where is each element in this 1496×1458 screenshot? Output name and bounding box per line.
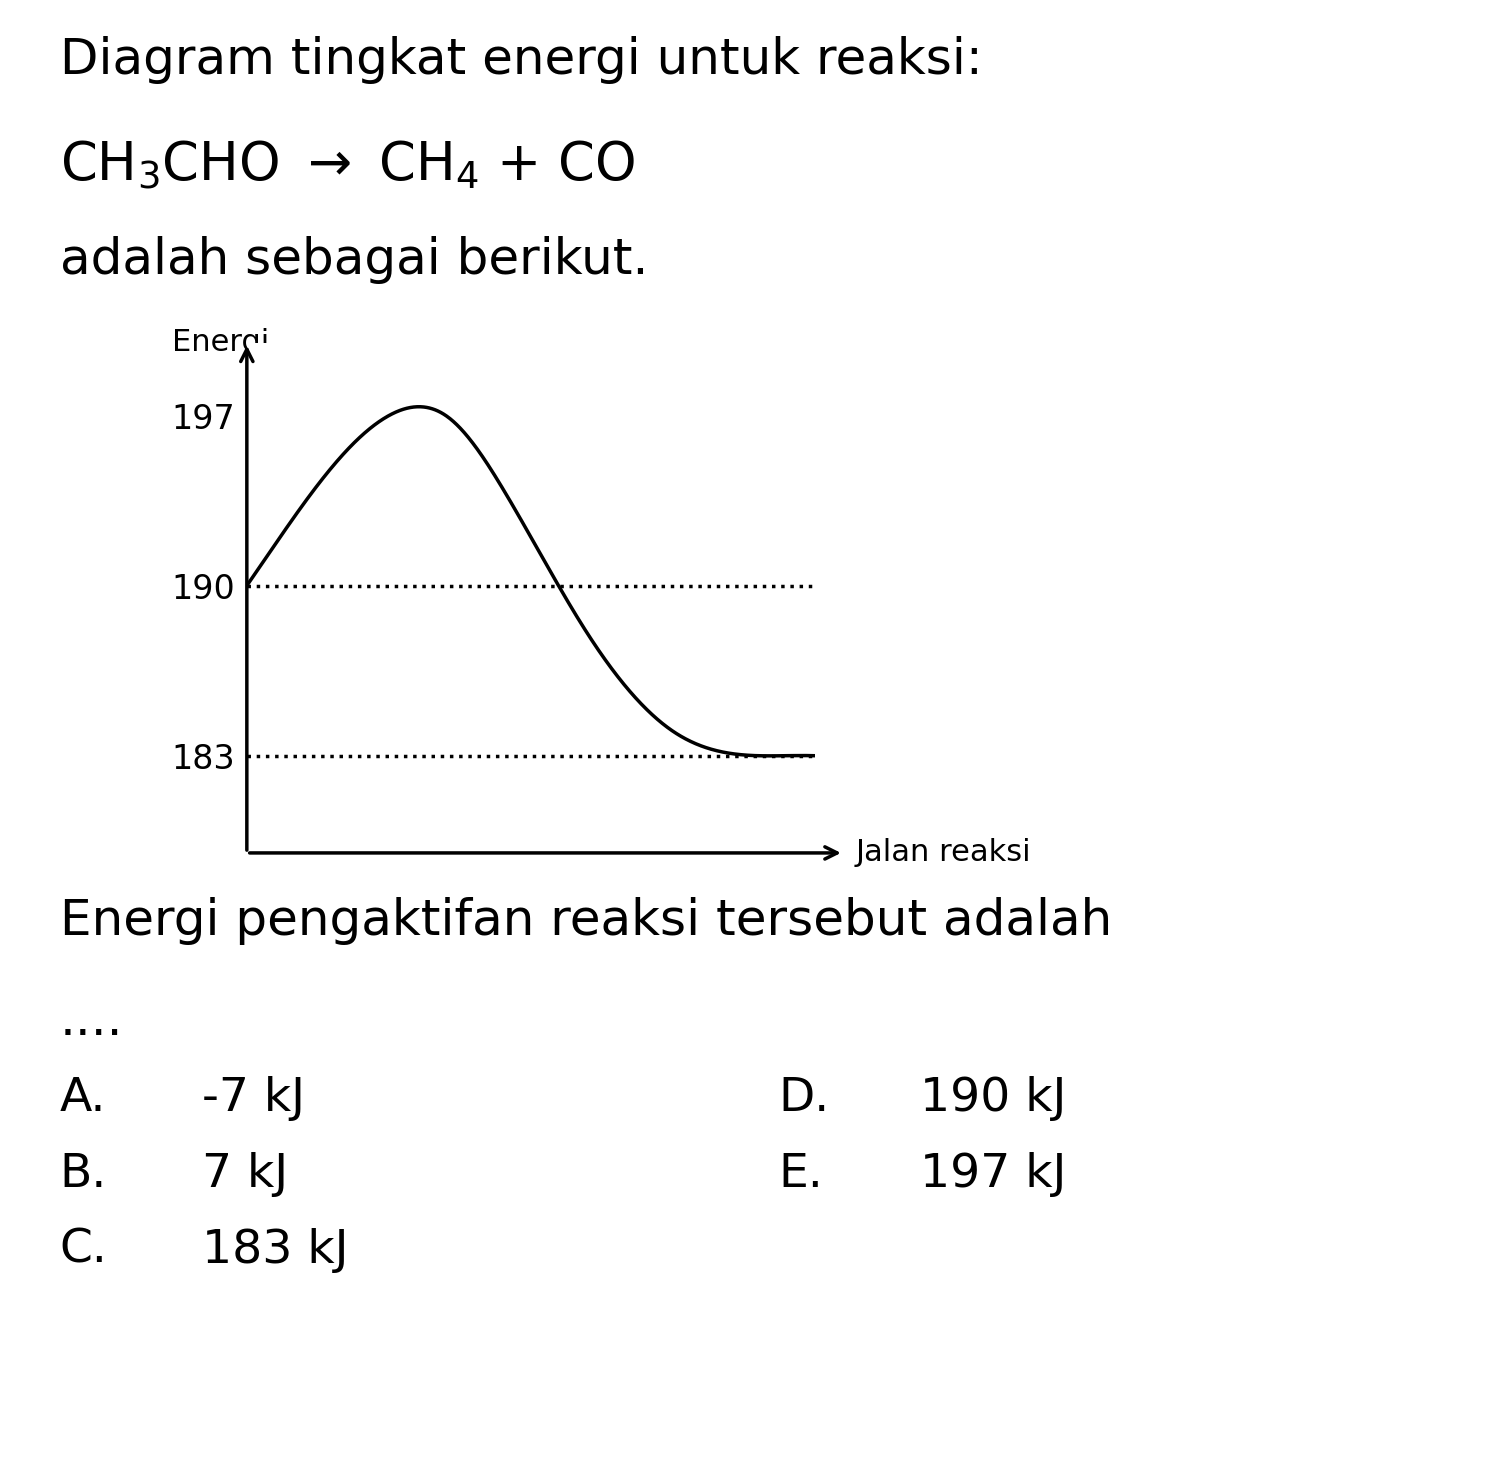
Text: E.: E. [778,1152,823,1197]
Text: CH$_3$CHO $\rightarrow$ CH$_4$ + CO: CH$_3$CHO $\rightarrow$ CH$_4$ + CO [60,139,636,191]
Text: 197 kJ: 197 kJ [920,1152,1067,1197]
Text: 183 kJ: 183 kJ [202,1228,349,1273]
Text: Jalan reaksi: Jalan reaksi [856,838,1031,868]
Text: Diagram tingkat energi untuk reaksi:: Diagram tingkat energi untuk reaksi: [60,36,983,85]
Text: 190 kJ: 190 kJ [920,1076,1067,1121]
Text: B.: B. [60,1152,108,1197]
Text: C.: C. [60,1228,108,1273]
Text: Energi: Energi [172,328,269,357]
Text: D.: D. [778,1076,829,1121]
Text: -7 kJ: -7 kJ [202,1076,305,1121]
Text: ....: .... [60,997,123,1045]
Text: adalah sebagai berikut.: adalah sebagai berikut. [60,236,648,284]
Text: A.: A. [60,1076,106,1121]
Text: 7 kJ: 7 kJ [202,1152,289,1197]
Text: Energi pengaktifan reaksi tersebut adalah: Energi pengaktifan reaksi tersebut adala… [60,897,1112,945]
